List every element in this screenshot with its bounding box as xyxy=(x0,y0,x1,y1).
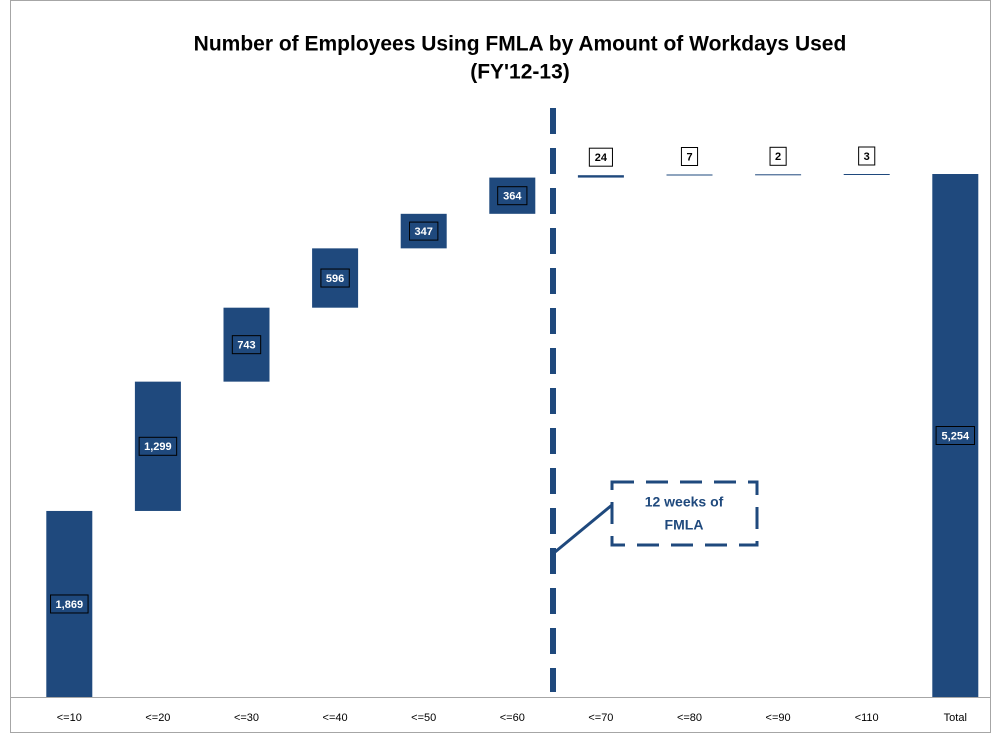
annotation-connector xyxy=(554,503,613,554)
data-label: 596 xyxy=(326,273,344,285)
annotation-text: 12 weeks of xyxy=(645,494,724,510)
x-tick-label: <=60 xyxy=(500,712,525,724)
x-tick-label: Total xyxy=(944,712,967,724)
data-label: 7 xyxy=(686,151,692,163)
data-label-box xyxy=(138,436,178,456)
x-tick-label: <=40 xyxy=(323,712,348,724)
data-label-box xyxy=(935,426,976,445)
data-label-box xyxy=(50,594,89,614)
data-label-box xyxy=(858,146,876,166)
data-label-box xyxy=(680,146,699,166)
bar xyxy=(577,175,624,178)
data-label: 2 xyxy=(775,151,781,163)
data-label-box xyxy=(497,186,528,206)
x-tick-label: <=70 xyxy=(588,712,613,724)
data-label: 1,299 xyxy=(144,441,172,453)
data-label: 743 xyxy=(237,340,255,352)
chart-title: Number of Employees Using FMLA by Amount… xyxy=(194,33,847,56)
data-label: 3 xyxy=(864,151,870,163)
data-label: 1,869 xyxy=(56,599,84,611)
data-label: 5,254 xyxy=(942,430,970,442)
data-label: 24 xyxy=(595,152,608,164)
bar xyxy=(755,174,802,176)
data-label-box xyxy=(409,221,439,241)
data-label-box xyxy=(588,147,613,167)
annotation-box xyxy=(610,480,759,547)
data-label-box xyxy=(320,268,350,288)
x-tick-label: <110 xyxy=(855,712,879,724)
chart-frame xyxy=(10,0,991,733)
x-tick-label: <=20 xyxy=(145,712,170,724)
data-label: 364 xyxy=(503,191,522,203)
data-label-box xyxy=(769,146,787,166)
data-label-box xyxy=(231,335,262,355)
annotation-text: FMLA xyxy=(665,517,704,533)
data-label: 347 xyxy=(415,226,433,238)
x-tick-label: <=30 xyxy=(234,712,259,724)
x-tick-label: <=50 xyxy=(411,712,436,724)
bar xyxy=(666,174,713,176)
chart-subtitle: (FY'12-13) xyxy=(470,61,570,84)
bar xyxy=(843,174,890,175)
x-tick-label: <=10 xyxy=(57,712,82,724)
x-tick-label: <=90 xyxy=(766,712,791,724)
x-tick-label: <=80 xyxy=(677,712,702,724)
